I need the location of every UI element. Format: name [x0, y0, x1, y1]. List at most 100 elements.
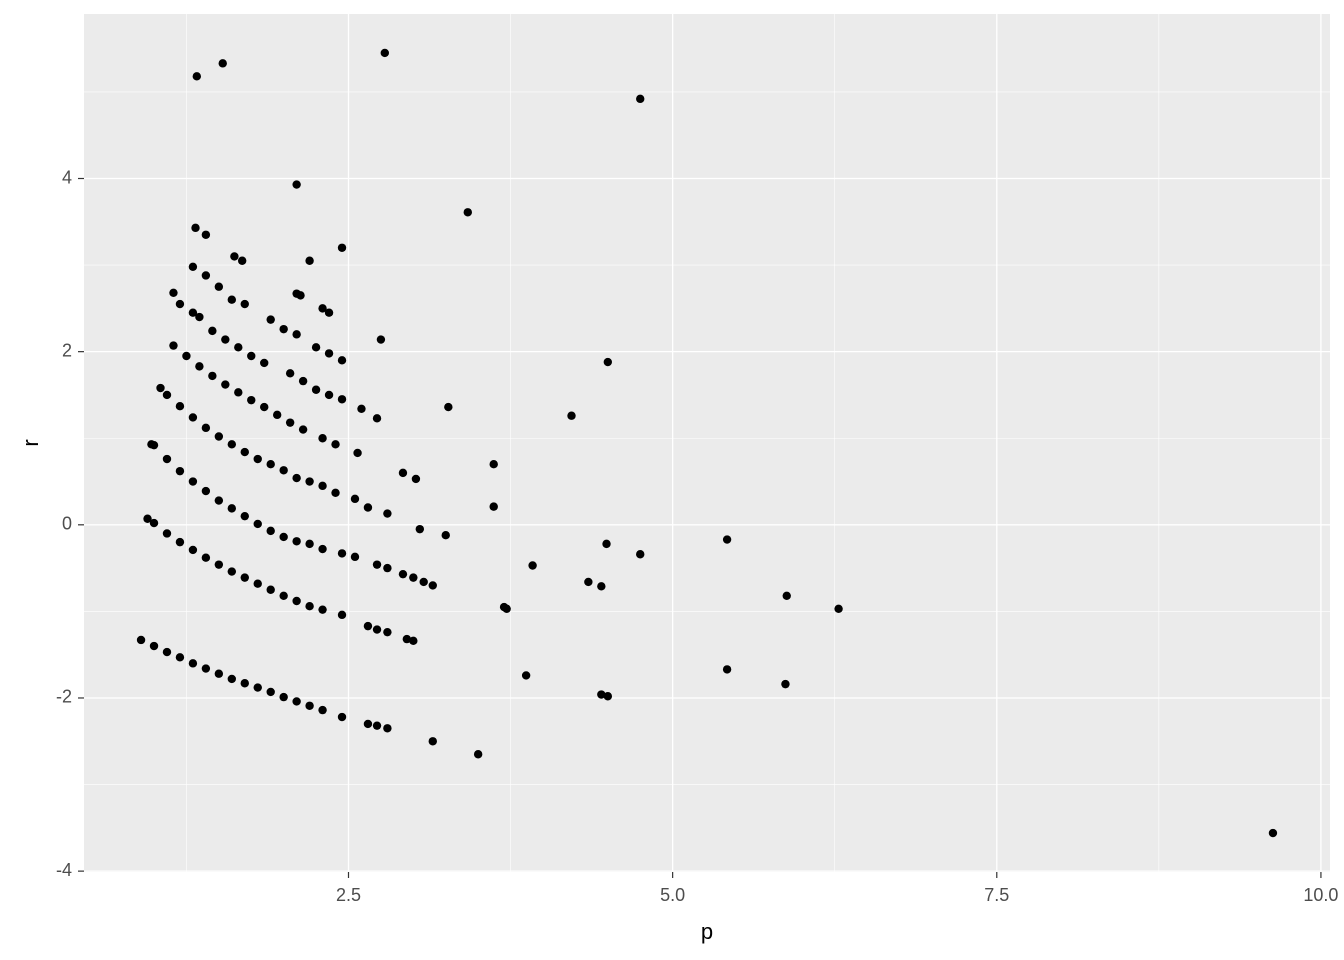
x-axis-title: p	[701, 919, 713, 944]
point	[240, 299, 249, 309]
point	[441, 531, 450, 540]
point	[201, 553, 211, 562]
x-tick-label: 2.5	[336, 885, 361, 905]
point	[296, 291, 305, 300]
point	[188, 545, 198, 555]
point	[318, 605, 327, 614]
point	[230, 252, 239, 261]
point	[266, 526, 275, 536]
point	[383, 563, 392, 573]
point	[305, 477, 314, 486]
point	[191, 223, 200, 233]
point	[234, 388, 243, 397]
point	[218, 59, 227, 68]
point	[188, 308, 198, 317]
point	[234, 343, 243, 352]
point	[227, 567, 237, 576]
point	[285, 369, 295, 378]
point	[149, 518, 159, 528]
point	[528, 561, 537, 570]
point	[318, 705, 327, 715]
point	[636, 550, 645, 559]
point	[292, 473, 301, 483]
point	[175, 653, 185, 662]
point	[240, 447, 249, 457]
point	[162, 390, 172, 400]
point	[169, 288, 178, 297]
point	[337, 356, 347, 365]
point	[279, 692, 288, 702]
point	[489, 460, 498, 469]
point	[227, 504, 237, 513]
panel	[84, 14, 1330, 872]
point	[350, 552, 360, 562]
point	[143, 514, 152, 523]
point	[324, 349, 334, 358]
point	[324, 390, 334, 400]
point	[253, 683, 262, 692]
point	[305, 701, 314, 710]
point	[350, 494, 360, 504]
point	[201, 271, 211, 280]
point	[240, 679, 249, 688]
point	[292, 537, 301, 546]
point	[279, 324, 288, 334]
point	[260, 358, 269, 368]
point	[409, 573, 418, 582]
point	[182, 351, 191, 361]
point	[221, 380, 230, 389]
point	[188, 413, 198, 422]
point	[214, 432, 224, 441]
point	[489, 502, 498, 511]
point	[363, 621, 373, 631]
point	[357, 404, 366, 414]
point	[279, 466, 288, 475]
point	[147, 440, 156, 449]
point	[266, 585, 275, 594]
point	[402, 634, 412, 644]
point	[324, 308, 334, 317]
point	[214, 496, 224, 505]
point	[214, 669, 224, 678]
point	[444, 402, 453, 412]
point	[337, 549, 347, 558]
point	[253, 454, 262, 464]
point	[279, 532, 288, 542]
point	[337, 610, 347, 620]
point	[473, 750, 483, 759]
point	[175, 402, 185, 411]
point	[567, 411, 576, 420]
point	[372, 625, 382, 634]
point	[298, 425, 308, 434]
point	[318, 434, 327, 443]
point	[201, 230, 211, 239]
point	[188, 477, 198, 486]
point	[272, 410, 282, 420]
point	[311, 385, 321, 394]
point	[722, 665, 732, 674]
point	[227, 674, 237, 684]
point	[201, 486, 211, 496]
point	[195, 362, 204, 371]
point	[285, 418, 295, 427]
point	[318, 544, 327, 554]
point	[175, 299, 185, 309]
points	[136, 48, 1278, 838]
x-tick-label: 7.5	[984, 885, 1009, 905]
point	[253, 519, 262, 529]
point	[208, 371, 217, 381]
point	[305, 256, 314, 265]
point	[597, 582, 606, 591]
point	[415, 524, 425, 534]
point	[175, 466, 185, 476]
point	[597, 690, 606, 699]
point	[162, 454, 172, 464]
point	[602, 539, 611, 549]
point	[428, 737, 437, 746]
point	[383, 627, 392, 637]
point	[266, 687, 275, 697]
x-tick-label: 5.0	[660, 885, 685, 905]
point	[353, 448, 362, 458]
point	[175, 537, 185, 547]
point	[253, 579, 262, 588]
